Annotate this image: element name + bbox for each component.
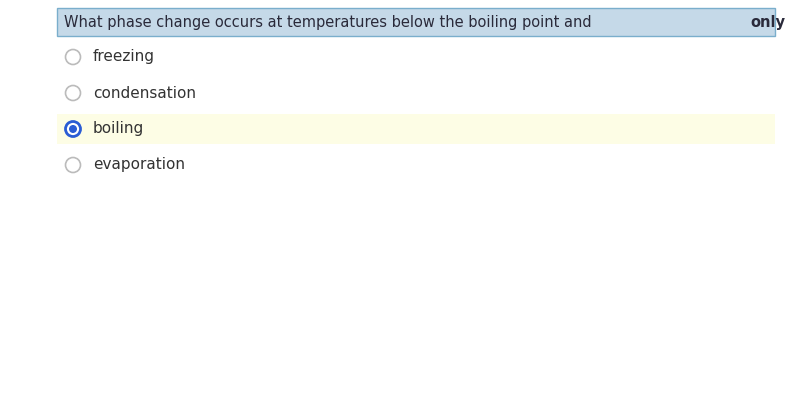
Text: only: only — [750, 15, 786, 29]
Circle shape — [66, 85, 81, 100]
Text: boiling: boiling — [93, 121, 144, 137]
Circle shape — [69, 125, 77, 133]
FancyBboxPatch shape — [57, 114, 775, 144]
Circle shape — [66, 121, 81, 137]
Text: freezing: freezing — [93, 50, 155, 64]
Text: condensation: condensation — [93, 85, 196, 100]
Text: at the surface of a liquid?: at the surface of a liquid? — [796, 15, 800, 29]
Text: What phase change occurs at temperatures below the boiling point and: What phase change occurs at temperatures… — [64, 15, 596, 29]
Circle shape — [66, 50, 81, 64]
Text: evaporation: evaporation — [93, 158, 185, 172]
Circle shape — [66, 158, 81, 172]
FancyBboxPatch shape — [57, 8, 775, 36]
